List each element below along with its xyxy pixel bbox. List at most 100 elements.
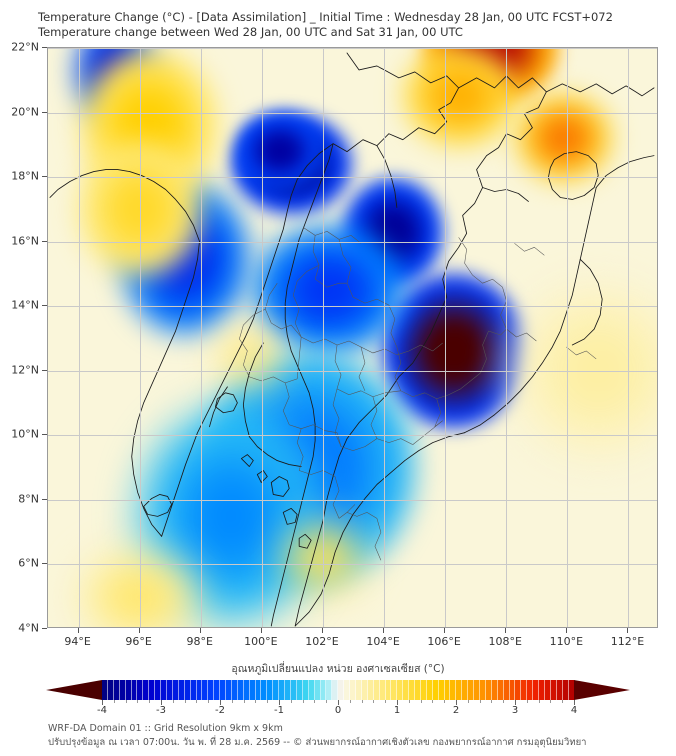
colorbar-band <box>214 680 221 700</box>
colorbar-band <box>326 680 333 700</box>
colorbar-band <box>385 680 392 700</box>
colorbar-tick <box>349 700 351 703</box>
colorbar-tick <box>290 700 292 703</box>
colorbar-band <box>291 680 297 700</box>
colorbar-tick <box>302 700 304 703</box>
colorbar-band <box>397 680 404 700</box>
x-axis-tick <box>138 628 140 633</box>
y-axis-tick-label: 10°N <box>11 427 39 441</box>
x-axis-tick <box>383 628 385 633</box>
x-axis-tick-label: 106°E <box>427 635 461 648</box>
colorbar-tick <box>161 700 162 705</box>
gridline-vertical <box>506 48 508 627</box>
x-axis-tick-label: 108°E <box>488 635 522 648</box>
gridline-horizontal <box>48 48 657 49</box>
colorbar-band <box>491 680 498 700</box>
colorbar-strip <box>46 680 630 700</box>
colorbar-tick <box>220 700 221 705</box>
colorbar-tick <box>538 700 540 703</box>
colorbar-tick-label: -4 <box>97 705 107 716</box>
coastline-overlay <box>48 48 657 627</box>
colorbar-tick <box>373 700 375 703</box>
y-axis-tick <box>42 369 47 371</box>
colorbar-tick <box>255 700 257 703</box>
colorbar-band <box>155 680 162 700</box>
gridline-horizontal <box>48 564 657 566</box>
colorbar-tick-label: 0 <box>334 705 342 716</box>
x-axis-tick-label: 100°E <box>244 635 278 648</box>
gridline-horizontal <box>48 370 657 372</box>
colorbar-extend-max <box>574 680 630 700</box>
colorbar-tick-label: -3 <box>156 705 166 716</box>
gridline-vertical <box>628 48 630 627</box>
colorbar-tick-label: 3 <box>511 705 519 716</box>
gridline-horizontal <box>48 306 657 308</box>
y-axis-tick-label: 22°N <box>11 40 39 54</box>
colorbar-band <box>143 680 150 700</box>
colorbar-band <box>480 680 486 700</box>
y-axis-tick <box>42 305 47 307</box>
colorbar-band <box>420 680 427 700</box>
colorbar-band <box>137 680 144 700</box>
colorbar-band <box>279 680 286 700</box>
y-axis-tick-label: 16°N <box>11 234 39 248</box>
x-axis-tick-label: 112°E <box>610 635 645 648</box>
colorbar-tick-label: 2 <box>452 705 460 716</box>
colorbar-tick <box>361 700 363 703</box>
x-axis-tick-label: 94°E <box>64 635 91 648</box>
colorbar-band <box>332 680 339 700</box>
map-plot-area: 4°N 6°N 8°N 10°N 12°N 14°N 16°N 18°N 20°N 22°N 94°… <box>11 41 658 648</box>
colorbar-band <box>403 680 410 700</box>
colorbar-tick <box>172 700 174 703</box>
colorbar-band <box>190 680 197 700</box>
colorbar-band <box>237 680 244 700</box>
y-axis-tick <box>42 434 47 436</box>
colorbar-band <box>314 680 321 700</box>
colorbar-band <box>243 680 250 700</box>
colorbar-band <box>415 680 421 700</box>
gridline-vertical <box>567 48 569 627</box>
colorbar-band <box>474 680 480 700</box>
colorbar-band <box>503 680 510 700</box>
colorbar-tick-label: 4 <box>570 705 578 716</box>
colorbar-band <box>107 680 114 700</box>
colorbar-tick <box>243 700 245 703</box>
colorbar-tick <box>137 700 139 703</box>
colorbar-tick <box>385 700 387 703</box>
colorbar-band <box>497 680 504 700</box>
colorbar-band <box>231 680 238 700</box>
footer-line-1: WRF-DA Domain 01 :: Grid Resolution 9km … <box>48 723 283 734</box>
colorbar-band <box>350 680 356 700</box>
y-axis-tick <box>42 240 47 242</box>
colorbar-tick <box>420 700 422 703</box>
x-axis-tick <box>321 628 323 633</box>
colorbar-tick <box>479 700 481 703</box>
colorbar-band <box>550 680 557 700</box>
colorbar-tick <box>444 700 446 703</box>
y-axis-tick-label: 20°N <box>11 105 39 119</box>
colorbar-band <box>184 680 191 700</box>
colorbar-title: อุณหภูมิเปลี่ยนแปลง หน่วย องศาเซลเซียส (… <box>231 663 445 675</box>
colorbar-tick-label: 1 <box>393 705 401 716</box>
title-line-1: Temperature Change (°C) - [Data Assimila… <box>38 10 613 24</box>
gridline-vertical <box>445 48 447 627</box>
colorbar-band <box>438 680 445 700</box>
colorbar-tick <box>326 700 328 703</box>
colorbar-band <box>131 680 138 700</box>
colorbar-band <box>202 680 209 700</box>
colorbar-band <box>409 680 416 700</box>
figure-title: Temperature Change (°C) - [Data Assimila… <box>38 10 668 40</box>
colorbar-band <box>355 680 362 700</box>
colorbar-tick <box>184 700 186 703</box>
x-axis-tick-label: 110°E <box>549 635 584 648</box>
colorbar-tick-label: -1 <box>274 705 284 716</box>
colorbar-band <box>432 680 439 700</box>
colorbar-band <box>391 680 398 700</box>
colorbar-band <box>373 680 380 700</box>
colorbar-band <box>338 680 345 700</box>
colorbar-tick <box>432 700 434 703</box>
anomaly-blob <box>219 329 280 386</box>
x-axis-tick <box>566 628 568 633</box>
colorbar-band <box>273 680 280 700</box>
